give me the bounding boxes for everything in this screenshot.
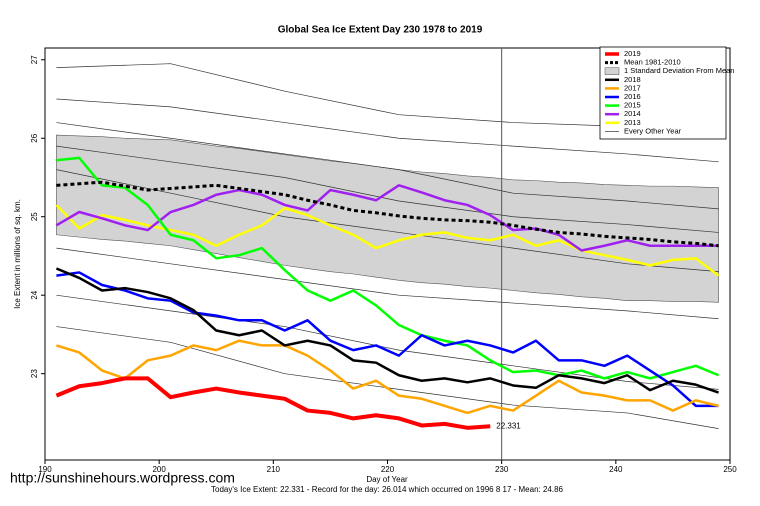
series-line — [55, 184, 719, 252]
legend-label: 2014 — [624, 109, 641, 118]
background-line — [56, 247, 719, 320]
y-tick-label: 25 — [30, 212, 39, 221]
series-line — [56, 339, 719, 415]
series-line — [56, 271, 719, 408]
legend-label: 2015 — [624, 101, 641, 110]
y-axis-label: Ice Extent in millions of sq. km. — [13, 199, 22, 309]
legend-label: 1 Standard Deviation From Mean — [624, 66, 734, 75]
background-line — [56, 294, 719, 390]
legend-label: 2019 — [624, 49, 641, 58]
y-tick-label: 24 — [30, 290, 39, 299]
watermark: http://sunshinehours.wordpress.com — [10, 470, 235, 486]
y-tick-label: 26 — [30, 133, 39, 142]
series-line — [56, 156, 720, 380]
annotation: 22.331 — [496, 421, 521, 430]
std-band — [56, 134, 719, 303]
background-line — [56, 326, 719, 429]
chart-title: Global Sea Ice Extent Day 230 1978 to 20… — [278, 25, 483, 36]
background-line — [56, 145, 719, 233]
x-tick-label: 200 — [152, 465, 166, 474]
legend-label: 2016 — [624, 92, 641, 101]
background-line — [56, 122, 719, 210]
legend-label: 2017 — [624, 83, 641, 92]
legend-label: Every Other Year — [624, 126, 682, 135]
legend-box — [599, 46, 727, 140]
x-tick-label: 240 — [609, 465, 623, 474]
x-tick-label: 190 — [38, 465, 52, 474]
legend-label: 2018 — [624, 75, 641, 84]
legend-label: 2013 — [624, 118, 641, 127]
legend-label: Mean 1981-2010 — [624, 58, 681, 67]
x-tick-label: 250 — [723, 465, 737, 474]
series-line — [55, 267, 719, 394]
legend-swatch — [604, 67, 620, 75]
background-line — [56, 98, 719, 163]
footer: Today's Ice Extent: 22.331 - Record for … — [211, 485, 564, 494]
x-axis-label: Day of Year — [366, 475, 408, 484]
background-line — [56, 169, 719, 273]
series-line — [56, 180, 719, 248]
series-line — [55, 376, 491, 430]
y-tick-label: 27 — [30, 55, 39, 64]
x-tick-label: 220 — [381, 465, 395, 474]
y-tick-label: 23 — [30, 369, 39, 378]
x-tick-label: 210 — [267, 465, 281, 474]
x-tick-label: 230 — [495, 465, 509, 474]
